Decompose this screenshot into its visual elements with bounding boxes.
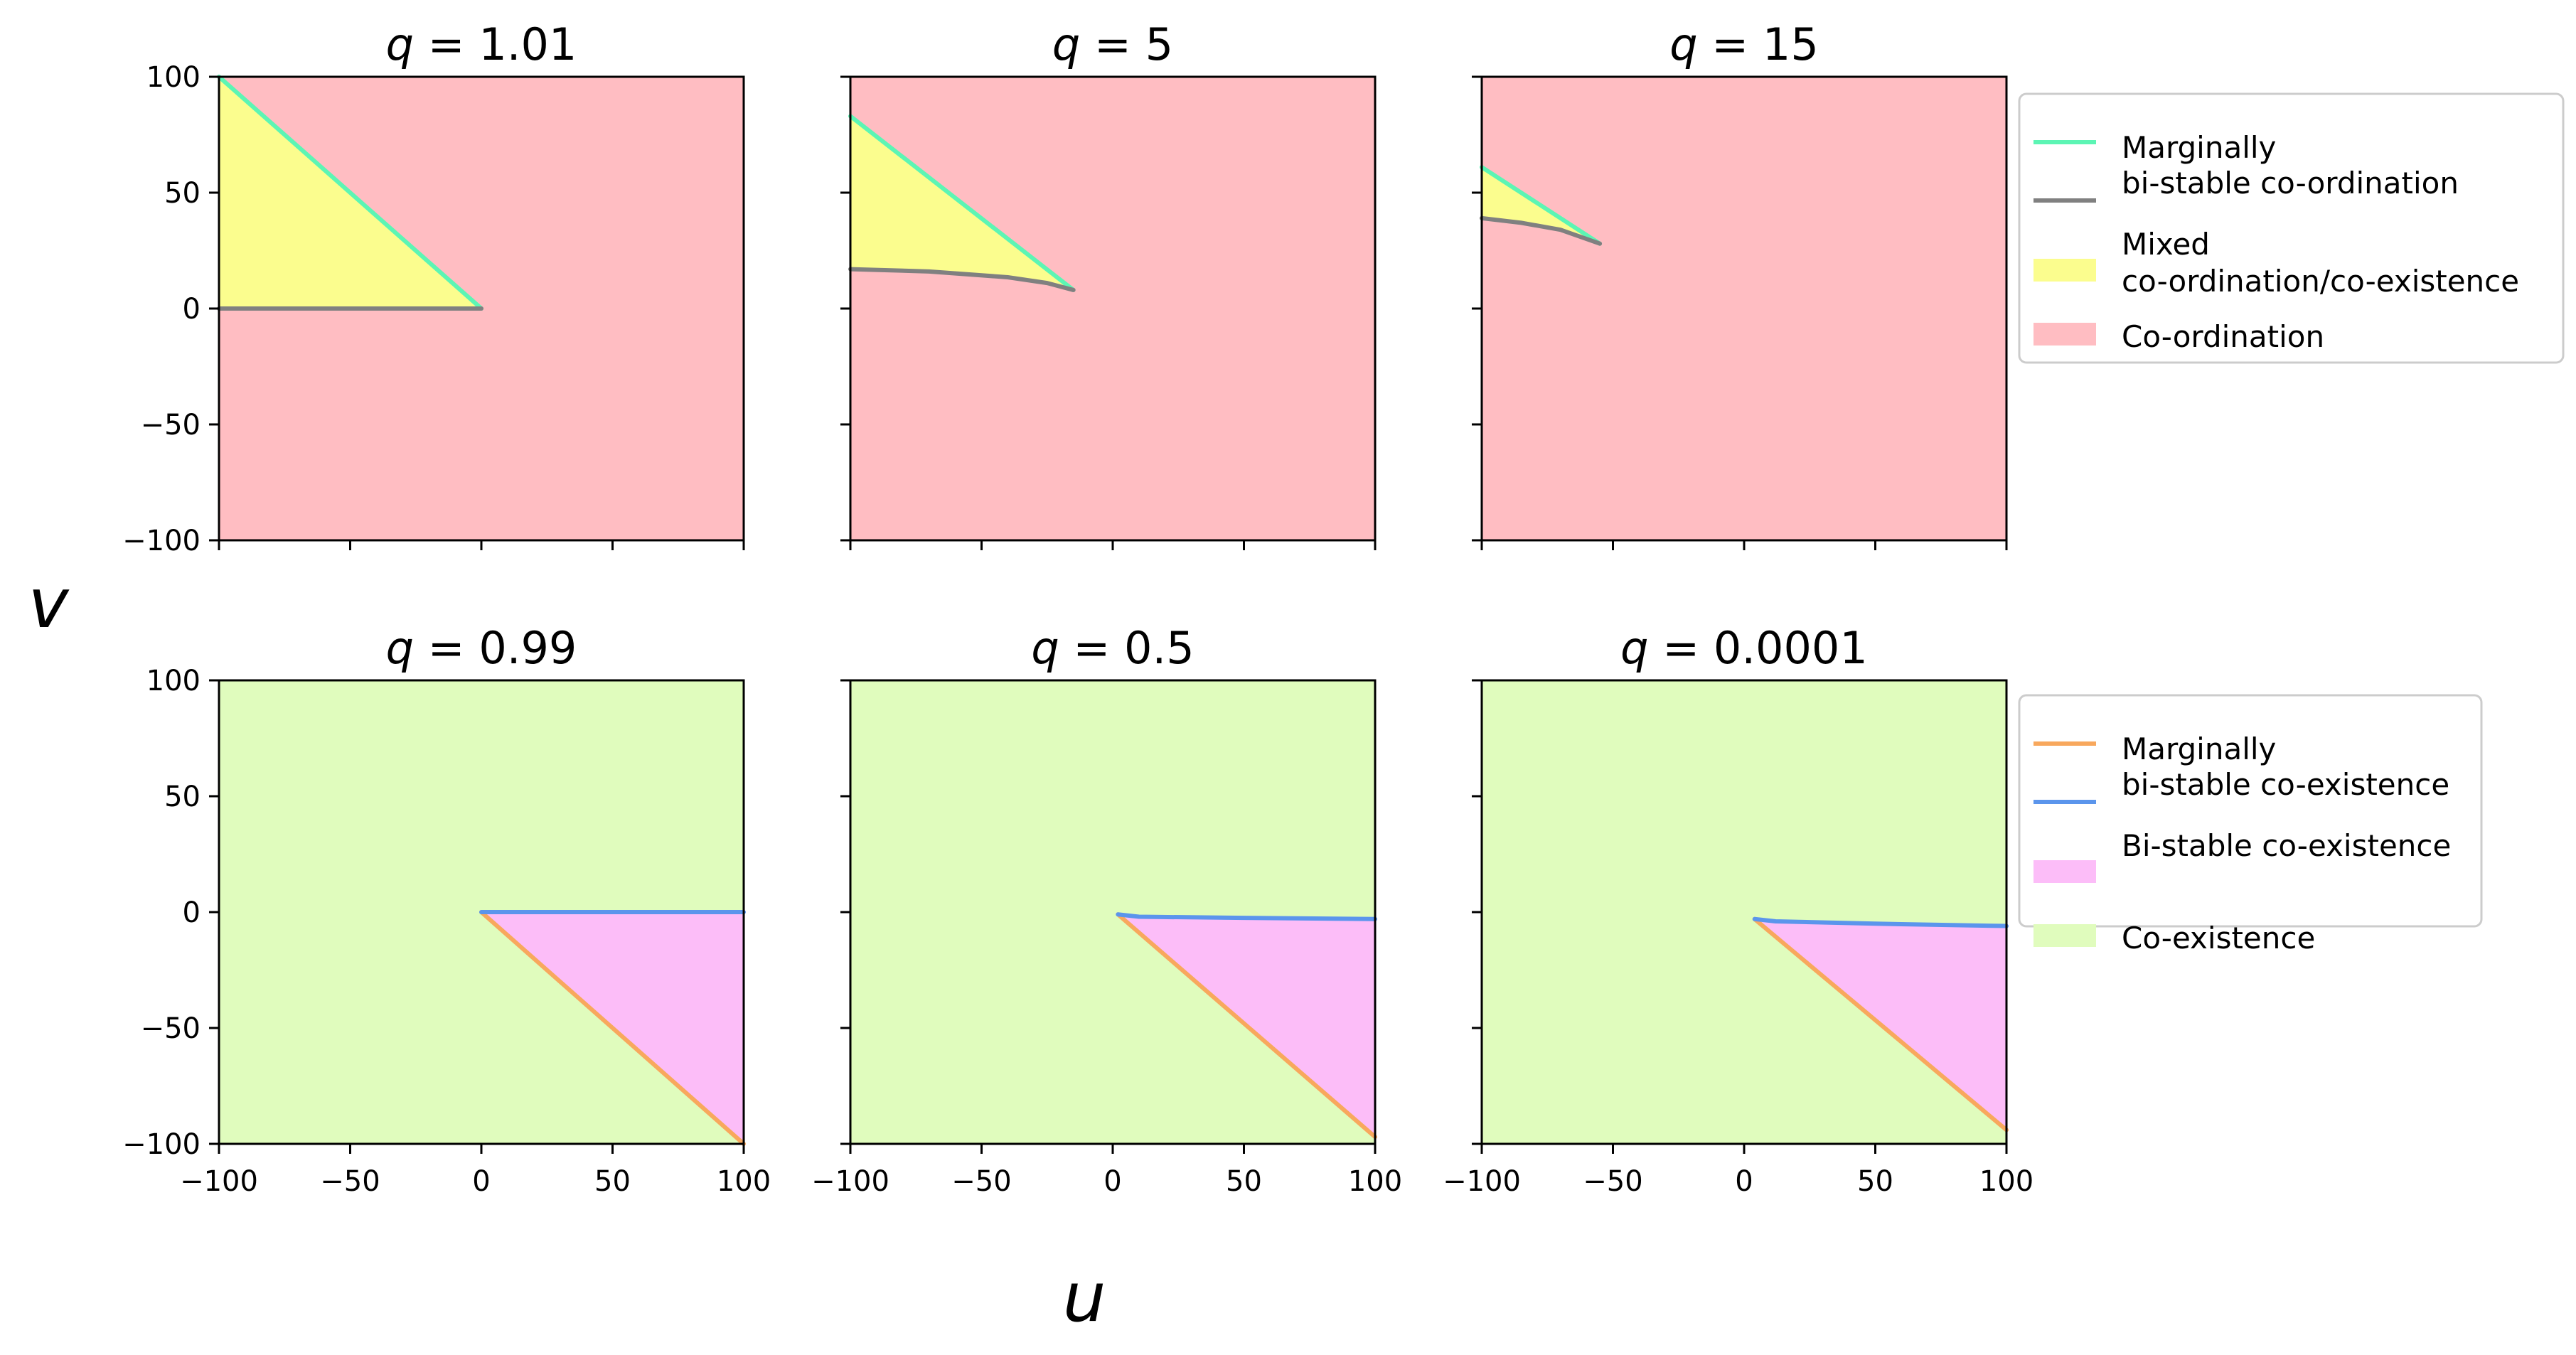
y-tick-label: 50 <box>164 781 201 813</box>
y-tick-label: −50 <box>141 1012 201 1045</box>
plot-background <box>850 77 1375 540</box>
y-tick-label: 0 <box>183 896 201 929</box>
y-tick-label: −100 <box>122 525 201 557</box>
legend-label: Co-ordination <box>2122 319 2324 354</box>
x-tick-label: 50 <box>1226 1165 1262 1198</box>
chart-panel: q = 5 <box>840 18 1377 550</box>
y-tick-label: 0 <box>183 293 201 326</box>
x-tick-label: 100 <box>1979 1165 2033 1198</box>
chart-panel: −100 −50 0 50 100 q = 0.5 <box>811 622 1402 1198</box>
legend-item: bi-stable co-existence <box>2033 767 2449 804</box>
x-tick-label: −100 <box>1443 1165 1521 1198</box>
boundary-line <box>1480 165 1603 246</box>
legend-item: Marginally <box>2033 130 2276 165</box>
boundary-line <box>1480 215 1603 246</box>
boundary-line <box>1752 916 2009 1132</box>
x-tick-label: 0 <box>472 1165 490 1198</box>
panel-title: q = 15 <box>1669 18 1819 70</box>
x-tick-label: 50 <box>1857 1165 1893 1198</box>
panel-title: q = 0.99 <box>386 622 577 674</box>
plot-background <box>850 680 1375 1144</box>
legend-label: Bi-stable co-existence <box>2122 828 2451 863</box>
panel-title: q = 0.5 <box>1031 622 1194 674</box>
panel-title: q = 0.0001 <box>1620 622 1868 674</box>
legend-patch-key <box>2033 323 2096 346</box>
boundary-line <box>1116 912 1377 921</box>
legend-item: Bi-stable co-existence <box>2033 828 2451 883</box>
legend-item: bi-stable co-ordination <box>2033 166 2459 203</box>
legend-label: Co-existence <box>2122 921 2315 955</box>
x-tick-label: −100 <box>180 1165 258 1198</box>
legend-patch-key <box>2033 259 2096 282</box>
y-tick-label: 50 <box>164 177 201 210</box>
x-tick-label: −100 <box>811 1165 889 1198</box>
boundary-line <box>479 910 746 1146</box>
x-tick-label: 100 <box>1348 1165 1402 1198</box>
legend-patch-key <box>2033 924 2096 947</box>
x-tick-label: −50 <box>320 1165 380 1198</box>
legend-label: Marginally <box>2122 130 2276 165</box>
boundary-line <box>1752 916 2009 928</box>
chart-panel: 100 50 0 −50 −100 q = 1.01 <box>122 18 745 557</box>
panel-title: q = 1.01 <box>386 18 577 70</box>
y-tick-label: −100 <box>122 1128 201 1161</box>
y-tick-label: 100 <box>146 665 201 697</box>
plot-background <box>1482 680 2006 1144</box>
x-tick-label: −50 <box>951 1165 1011 1198</box>
legend-item: Co-ordination <box>2033 319 2324 354</box>
y-axis-label: v <box>28 564 70 643</box>
legend-label: bi-stable co-ordination <box>2122 166 2459 200</box>
chart-panel: −100 −50 0 50 100 100 50 0 −50 −100 q = 0.99 <box>122 622 771 1198</box>
legend-label: Marginally <box>2122 732 2276 766</box>
legend-item: Marginally <box>2033 732 2276 766</box>
boundary-line <box>1116 912 1377 1140</box>
plot-background <box>1482 77 2006 540</box>
x-tick-label: 100 <box>717 1165 771 1198</box>
x-tick-label: 0 <box>1735 1165 1753 1198</box>
x-tick-label: −50 <box>1583 1165 1642 1198</box>
y-tick-label: −50 <box>141 409 201 441</box>
legend-frame <box>2018 92 2565 364</box>
legend-label: co-ordination/co-existence <box>2122 264 2519 299</box>
legend-frame <box>2018 694 2483 928</box>
chart-panel: q = 15 <box>1472 18 2008 550</box>
legend-item: Co-existence <box>2033 921 2315 955</box>
chart-panel: −100 −50 0 50 100 q = 0.0001 <box>1443 622 2033 1198</box>
x-tick-label: 50 <box>594 1165 631 1198</box>
boundary-line <box>848 114 1076 292</box>
boundary-line <box>217 75 483 311</box>
legend-patch-key <box>2033 860 2096 883</box>
y-tick-label: 100 <box>146 61 201 94</box>
panel-title: q = 5 <box>1052 18 1173 70</box>
legend-label: bi-stable co-existence <box>2122 767 2449 802</box>
x-tick-label: 0 <box>1103 1165 1121 1198</box>
x-axis-label: u <box>1063 1258 1106 1337</box>
panels-group: 100 50 0 −50 −100 q = 1.01 q = 5 q = 15 −100 −50 0… <box>122 18 2033 1198</box>
legend-label: Mixed <box>2122 227 2210 262</box>
boundary-line <box>848 267 1076 292</box>
